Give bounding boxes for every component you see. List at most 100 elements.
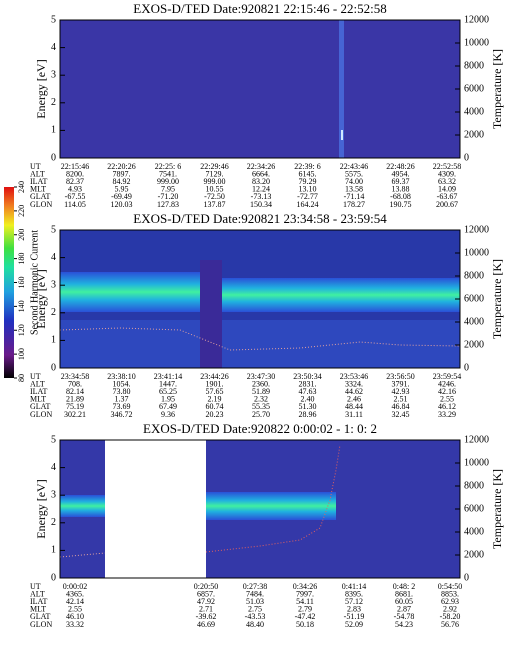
table-cell: 74.00	[345, 177, 363, 186]
y-tick-label: 2	[51, 307, 56, 318]
table-cell: 23:56:50	[386, 372, 414, 381]
table-cell: 60.74	[206, 402, 224, 411]
table-cell: 42.16	[438, 387, 456, 396]
y2-tick-label: 4000	[464, 526, 484, 537]
table-row-label: ALT	[30, 589, 45, 598]
y2-tick-label: 10000	[464, 37, 489, 48]
table-cell: 23:47:30	[247, 372, 275, 381]
table-cell: 4309.	[438, 169, 456, 178]
y-tick-label: 1	[51, 335, 56, 346]
y2-tick-label: 8000	[464, 270, 484, 281]
spectrogram-image	[59, 230, 461, 368]
table-cell: 8853.	[441, 589, 459, 598]
table-cell: 23:38:10	[107, 372, 135, 381]
table-cell: -72.50	[204, 192, 225, 201]
y2-axis-label: Temperature [K]	[490, 469, 504, 549]
table-cell: 2.71	[199, 605, 213, 614]
table-cell: 69.37	[392, 177, 410, 186]
colorbar-tick-label: 140	[17, 300, 26, 312]
y-tick-label: 4	[51, 462, 56, 473]
table-cell: 22:39: 6	[294, 162, 320, 171]
table-cell: 46.12	[438, 402, 456, 411]
table-cell: 28.96	[299, 410, 317, 419]
table-cell: 114.05	[64, 200, 86, 209]
y2-tick-label: 6000	[464, 503, 484, 514]
colorbar-tick-label: 100	[17, 348, 26, 360]
table-cell: 0:48: 2	[393, 582, 415, 591]
y-tick-label: 3	[51, 489, 56, 500]
table-cell: 22:25: 6	[155, 162, 181, 171]
table-cell: 51.03	[246, 597, 264, 606]
table-row-label: UT	[30, 372, 41, 381]
colorbar-tick-label: 120	[17, 324, 26, 336]
table-cell: 200.67	[436, 200, 458, 209]
colorbar	[4, 187, 14, 378]
table-cell: 2.83	[347, 605, 361, 614]
y-tick-label: 5	[51, 224, 56, 235]
table-cell: 23:59:54	[433, 372, 461, 381]
table-cell: 73.80	[113, 387, 131, 396]
table-cell: 22:20:26	[107, 162, 135, 171]
table-cell: -67.55	[65, 192, 86, 201]
table-cell: 51.30	[299, 402, 317, 411]
table-cell: 7484.	[246, 589, 264, 598]
table-cell: 0:34:26	[293, 582, 317, 591]
table-cell: 54.11	[296, 597, 314, 606]
table-cell: -73.13	[251, 192, 272, 201]
table-row-label: GLON	[30, 620, 52, 629]
table-cell: 79.29	[299, 177, 317, 186]
y-tick-label: 5	[51, 434, 56, 445]
table-cell: 7129.	[206, 169, 224, 178]
table-cell: 42.93	[392, 387, 410, 396]
y2-tick-label: 0	[464, 362, 469, 373]
table-cell: 0:20:50	[194, 582, 218, 591]
table-cell: 1054.	[113, 379, 131, 388]
table-cell: 82.14	[66, 387, 84, 396]
y-tick-label: 1	[51, 545, 56, 556]
colorbar-tick-label: 160	[17, 277, 26, 289]
table-cell: 346.72	[111, 410, 133, 419]
y2-tick-label: 6000	[464, 293, 484, 304]
table-cell: 6664.	[252, 169, 270, 178]
table-cell: 999.00	[157, 177, 179, 186]
y2-tick-label: 2000	[464, 129, 484, 140]
table-cell: 164.24	[297, 200, 319, 209]
table-row-label: GLAT	[30, 192, 51, 201]
y-tick-label: 0	[51, 572, 56, 583]
table-cell: 12.24	[252, 185, 270, 194]
table-cell: 2360.	[252, 379, 270, 388]
table-cell: 31.11	[345, 410, 363, 419]
table-cell: 82.37	[66, 177, 84, 186]
table-cell: 62.93	[441, 597, 459, 606]
table-cell: 47.63	[299, 387, 317, 396]
table-cell: 75.19	[66, 402, 84, 411]
table-cell: 1.95	[161, 395, 175, 404]
table-row-label: MLT	[30, 605, 46, 614]
table-cell: 13.10	[299, 185, 317, 194]
spectrogram-image	[59, 440, 460, 578]
table-cell: 7997.	[296, 589, 314, 598]
y2-axis-label: Temperature [K]	[490, 49, 504, 129]
table-cell: 13.88	[392, 185, 410, 194]
table-cell: 32.45	[392, 410, 410, 419]
table-cell: 22:52:58	[433, 162, 461, 171]
table-cell: 2.55	[440, 395, 454, 404]
y-tick-label: 0	[51, 152, 56, 163]
y2-tick-label: 10000	[464, 247, 489, 258]
table-cell: -72.77	[297, 192, 318, 201]
y-axis-label: Energy [eV]	[34, 59, 48, 118]
table-cell: -54.78	[394, 612, 415, 621]
table-cell: 9.36	[161, 410, 175, 419]
table-cell: 8200.	[66, 169, 84, 178]
table-row-label: MLT	[30, 395, 46, 404]
panel-title: EXOS-D/TED Date:920821 23:34:58 - 23:59:…	[133, 211, 387, 226]
table-cell: 63.32	[438, 177, 456, 186]
table-cell: -63.67	[437, 192, 458, 201]
y2-tick-label: 10000	[464, 457, 489, 468]
table-row-label: GLON	[30, 200, 52, 209]
table-row-label: UT	[30, 582, 41, 591]
table-row-label: GLON	[30, 410, 52, 419]
table-cell: 54.23	[395, 620, 413, 629]
y-tick-label: 5	[51, 14, 56, 25]
table-cell: 2831.	[299, 379, 317, 388]
